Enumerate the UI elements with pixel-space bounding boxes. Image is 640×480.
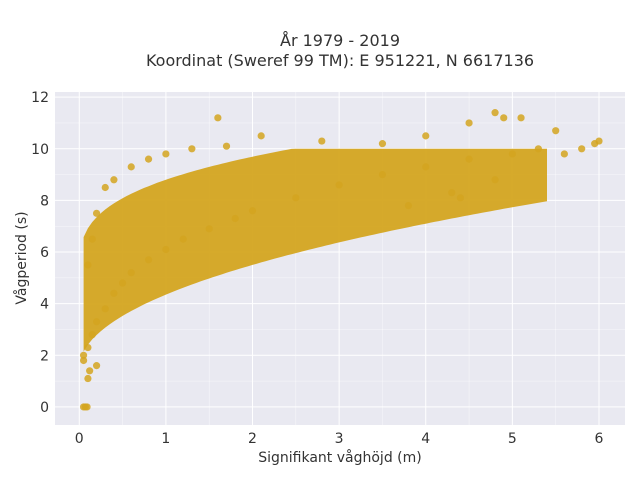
scatter-point [500,114,508,122]
scatter-point [88,331,96,339]
scatter-point [448,189,456,197]
scatter-point [404,201,413,210]
scatter-point [101,183,109,192]
scatter-point [552,127,560,135]
scatter-point [92,209,101,217]
scatter-point [79,356,88,365]
scatter-point [465,119,473,127]
scatter-point [110,176,118,184]
scatter-point [84,261,92,269]
scatter-point [456,194,465,202]
scatter-point [86,367,94,375]
dense-point-region [83,148,547,352]
scatter-point [84,343,92,352]
scatter-point [92,362,101,370]
scatter-point [101,305,109,313]
scatter-points [79,109,603,411]
scatter-point [335,181,343,189]
scatter-point [257,132,265,140]
scatter-point [127,163,135,171]
scatter-point [205,225,213,233]
scatter-point [491,176,499,184]
scatter-point [222,142,231,150]
y-tick-label: 10 [31,142,49,158]
x-tick-label: 0 [75,431,84,447]
scatter-point [188,145,196,153]
scatter-point [534,145,542,153]
scatter-point [84,374,92,383]
y-tick-label: 2 [40,348,49,364]
scatter-point [578,145,586,153]
scatter-point [318,137,326,145]
scatter-point [127,269,135,277]
scatter-point [144,155,153,163]
x-axis-title: Signifikant våghöjd (m) [258,449,421,466]
scatter-point [118,279,127,287]
chart-title: År 1979 - 2019 [280,31,400,50]
scatter-point [214,114,222,122]
scatter-point [88,235,96,243]
scatter-point [92,318,101,326]
y-tick-label: 8 [40,193,49,209]
y-tick-label: 12 [31,90,49,106]
x-tick-label: 5 [508,431,517,447]
scatter-point [591,140,599,148]
scatter-point [144,256,153,264]
scatter-point [248,207,257,215]
scatter-point [422,163,430,171]
scatter-point [465,155,473,163]
scatter-point [292,194,300,202]
scatter-point [162,245,170,254]
scatter-point [79,351,88,359]
y-tick-label: 4 [40,297,49,313]
scatter-point [508,150,516,158]
scatter-point [231,214,239,223]
scatter-point [110,289,118,297]
x-tick-label: 2 [248,431,257,447]
scatter-point [179,235,187,243]
scatter-point [378,140,387,148]
scatter-point [83,403,91,411]
x-tick-label: 6 [595,431,604,447]
point-cloud [83,148,547,352]
scatter-point [560,150,568,158]
y-axis-title: Vågperiod (s) [13,211,30,304]
scatter-point [517,114,525,122]
y-tick-label: 0 [40,400,49,416]
x-tick-label: 3 [335,431,344,447]
scatter-point [491,109,499,117]
x-tick-label: 1 [161,431,170,447]
x-tick-label: 4 [421,431,430,447]
scatter-point [422,132,430,140]
scatter-point [378,171,387,179]
chart-subtitle: Koordinat (Sweref 99 TM): E 951221, N 66… [146,51,534,70]
scatter-point [162,150,170,158]
y-tick-label: 6 [40,245,49,261]
